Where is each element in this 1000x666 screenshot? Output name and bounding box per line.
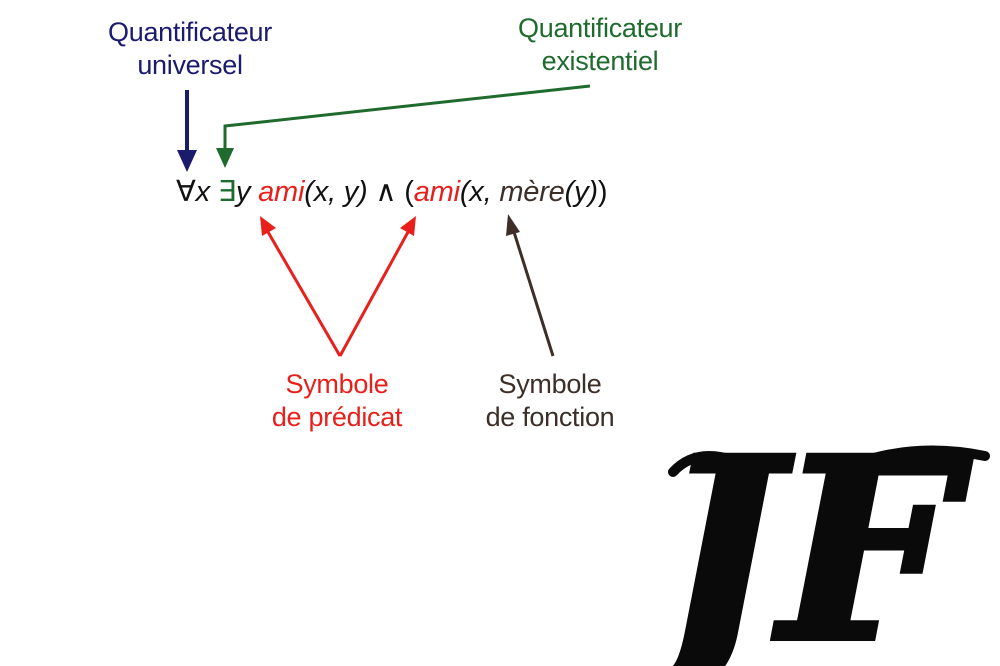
function-args: (y) bbox=[564, 176, 598, 208]
existential-arrow bbox=[216, 84, 591, 168]
function-mere: mère bbox=[499, 176, 565, 208]
and-symbol: ∧ bbox=[375, 176, 397, 208]
universal-quantifier-label: Quantificateur universel bbox=[80, 16, 300, 82]
logic-formula: ∀x ∃y ami(x, y) ∧ (ami(x, mère(y)) bbox=[176, 172, 608, 212]
predicate-label-line1: Symbole bbox=[285, 369, 389, 399]
function-label-line1: Symbole bbox=[498, 369, 602, 399]
function-label-line2: de fonction bbox=[485, 402, 615, 432]
universal-label-line2: universel bbox=[137, 50, 243, 80]
predicate-args-1: (x, y) bbox=[304, 176, 368, 208]
predicate-ami-1: ami bbox=[258, 176, 305, 208]
existential-label-line1: Quantificateur bbox=[518, 13, 682, 43]
variable-y: y bbox=[235, 176, 251, 208]
predicate-ami-2: ami bbox=[413, 176, 460, 208]
function-arrow bbox=[506, 214, 555, 357]
predicate-arrow-right bbox=[338, 216, 416, 357]
forall-symbol: ∀ bbox=[176, 176, 196, 208]
variable-x: x bbox=[195, 176, 211, 208]
existential-label-line2: existentiel bbox=[541, 46, 659, 76]
function-symbol-label: Symbole de fonction bbox=[450, 368, 650, 434]
jf-logo: JF bbox=[655, 438, 990, 666]
open-paren: ( bbox=[404, 176, 414, 208]
universal-label-line1: Quantificateur bbox=[108, 17, 272, 47]
close-paren: ) bbox=[597, 176, 608, 208]
predicate-symbol-label: Symbole de prédicat bbox=[232, 368, 442, 434]
existential-quantifier-label: Quantificateur existentiel bbox=[490, 12, 710, 78]
exists-symbol: ∃ bbox=[217, 176, 236, 208]
predicate-label-line2: de prédicat bbox=[271, 402, 403, 432]
universal-arrow bbox=[177, 90, 197, 172]
predicate-args-2: (x, bbox=[459, 176, 500, 208]
predicate-arrow-left bbox=[260, 216, 342, 357]
jf-logo-text: JF bbox=[655, 438, 972, 666]
